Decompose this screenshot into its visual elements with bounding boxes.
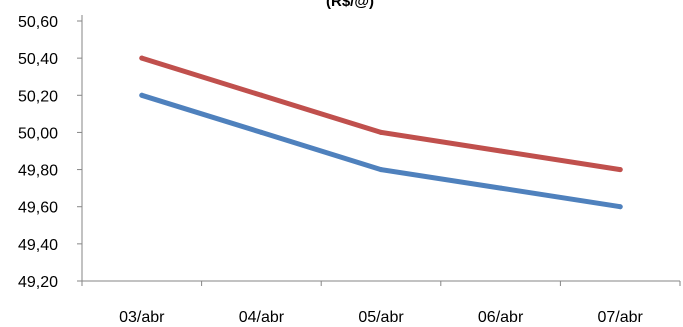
- data-point: [378, 167, 384, 173]
- y-tick-label: 50,40: [18, 51, 58, 68]
- y-tick-label: 50,60: [18, 14, 58, 31]
- y-axis: 49,20 49,40 49,60 49,80 50,00 50,20 50,40 50,60: [18, 14, 83, 291]
- y-tick-label: 49,80: [18, 163, 58, 180]
- y-tick-label: 49,20: [18, 274, 58, 291]
- y-tick-label: 49,60: [18, 200, 58, 217]
- y-tick-label: 49,40: [18, 237, 58, 254]
- x-tick-label: 05/abr: [358, 309, 404, 326]
- data-point: [498, 148, 504, 154]
- series-line-1: [139, 55, 623, 173]
- y-tick-label: 50,00: [18, 125, 58, 142]
- data-point: [258, 92, 264, 98]
- x-tick-label: 07/abr: [598, 309, 644, 326]
- data-point: [258, 129, 264, 135]
- x-tick-label: 04/abr: [239, 309, 285, 326]
- data-point: [498, 185, 504, 191]
- data-point: [378, 129, 384, 135]
- data-point: [617, 167, 623, 173]
- series-line-2: [139, 92, 623, 210]
- y-tick-label: 50,20: [18, 88, 58, 105]
- x-tick-label: 03/abr: [119, 309, 165, 326]
- data-point: [617, 204, 623, 210]
- data-point: [139, 55, 145, 61]
- series-layer: [139, 55, 623, 210]
- x-tick-label: 06/abr: [478, 309, 524, 326]
- chart-title: (R$/@): [326, 0, 374, 10]
- data-point: [139, 92, 145, 98]
- x-axis: 03/abr 04/abr 05/abr 06/abr 07/abr: [81, 280, 681, 326]
